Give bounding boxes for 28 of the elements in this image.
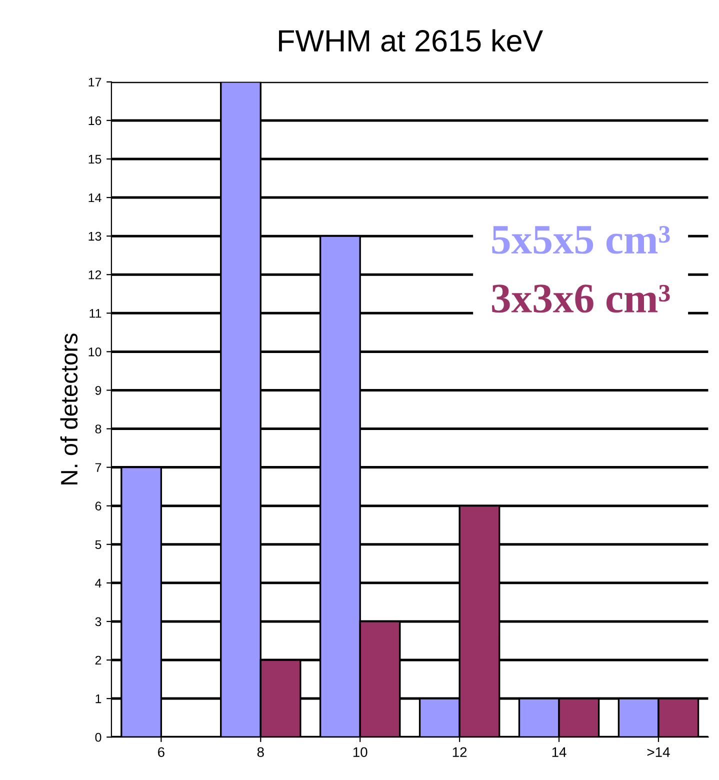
y-tick-label: 9 bbox=[95, 386, 102, 395]
y-tick-label: 5 bbox=[95, 540, 102, 550]
y-tick-label: 2 bbox=[95, 656, 102, 665]
y-tick-label: 12 bbox=[88, 270, 102, 280]
y-tick-label: 13 bbox=[88, 232, 102, 241]
y-tick-label: 6 bbox=[95, 502, 102, 511]
x-tick-label: 10 bbox=[353, 747, 368, 758]
y-tick-label: 11 bbox=[90, 309, 102, 318]
y-tick-label: 4 bbox=[95, 578, 102, 588]
y-tick-label: 0 bbox=[95, 732, 102, 742]
y-axis-title: N. of detectors bbox=[60, 334, 78, 484]
y-tick-label: 14 bbox=[88, 193, 102, 202]
x-tick-label: >14 bbox=[647, 747, 670, 757]
y-tick-label: 1 bbox=[96, 694, 102, 704]
text: 3x3x6 cm³ bbox=[492, 284, 670, 313]
y-tick-label: 3 bbox=[95, 617, 102, 626]
y-tick-label: 8 bbox=[95, 424, 102, 434]
x-tick-label: 12 bbox=[452, 747, 467, 757]
text: 5x5x5 cm³ bbox=[492, 226, 670, 254]
x-tick-label: 14 bbox=[552, 747, 566, 757]
y-tick-label: 17 bbox=[88, 78, 102, 86]
y-tick-label: 16 bbox=[88, 116, 102, 126]
chart-title: FWHM at 2615 keV bbox=[279, 29, 544, 52]
y-tick-label: 15 bbox=[88, 154, 102, 164]
y-tick-label: 10 bbox=[88, 347, 102, 356]
y-tick-label: 7 bbox=[95, 463, 102, 472]
x-tick-label: 6 bbox=[158, 747, 164, 758]
x-tick-label: 8 bbox=[257, 747, 264, 758]
